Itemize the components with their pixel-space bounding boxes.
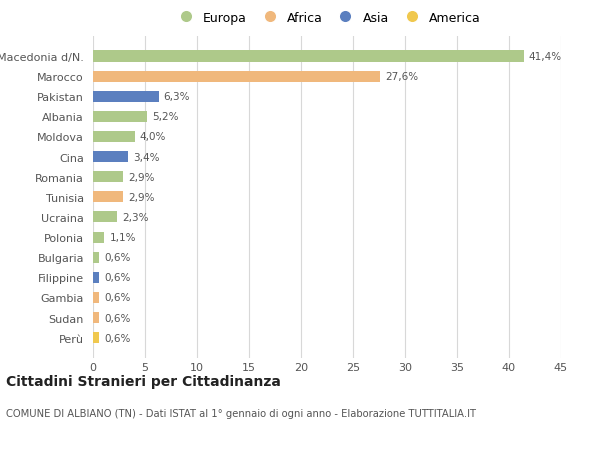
Text: 0,6%: 0,6% [104,252,131,263]
Bar [93,252,99,263]
Text: 41,4%: 41,4% [529,52,562,62]
Text: 4,0%: 4,0% [140,132,166,142]
Text: COMUNE DI ALBIANO (TN) - Dati ISTAT al 1° gennaio di ogni anno - Elaborazione TU: COMUNE DI ALBIANO (TN) - Dati ISTAT al 1… [6,409,476,419]
Bar [93,112,147,123]
Bar [93,332,99,343]
Bar [93,72,380,83]
Text: 0,6%: 0,6% [104,313,131,323]
Text: 27,6%: 27,6% [385,72,418,82]
Text: 2,3%: 2,3% [122,213,149,223]
Bar [93,132,134,143]
Text: Cittadini Stranieri per Cittadinanza: Cittadini Stranieri per Cittadinanza [6,374,281,388]
Text: 1,1%: 1,1% [110,233,136,242]
Text: 6,3%: 6,3% [164,92,190,102]
Text: 3,4%: 3,4% [134,152,160,162]
Text: 5,2%: 5,2% [152,112,179,122]
Bar [93,232,104,243]
Bar [93,172,123,183]
Bar [93,51,524,62]
Bar [93,292,99,303]
Text: 0,6%: 0,6% [104,333,131,343]
Bar [93,272,99,283]
Bar [93,91,158,102]
Text: 2,9%: 2,9% [128,172,155,182]
Bar [93,312,99,323]
Text: 0,6%: 0,6% [104,273,131,283]
Bar [93,151,128,163]
Bar [93,212,117,223]
Bar [93,192,123,203]
Text: 2,9%: 2,9% [128,192,155,202]
Legend: Europa, Africa, Asia, America: Europa, Africa, Asia, America [170,9,484,27]
Text: 0,6%: 0,6% [104,293,131,303]
